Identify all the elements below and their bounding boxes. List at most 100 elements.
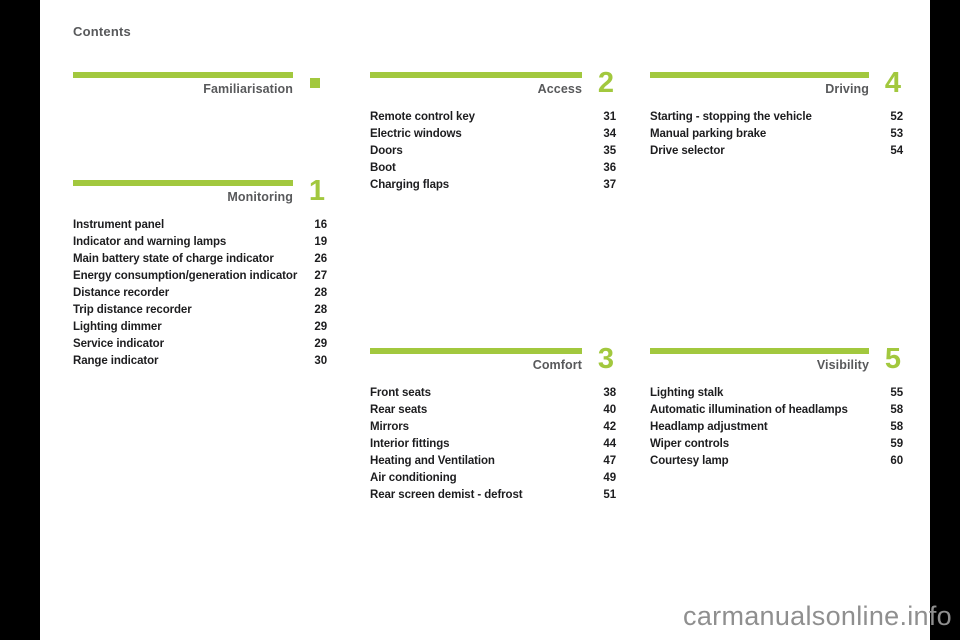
- toc-item: Wiper controls 59: [650, 436, 903, 453]
- toc-item-page: 60: [890, 455, 903, 467]
- section-driving: Driving 4 Starting - stopping the vehicl…: [650, 67, 903, 160]
- section-accent-bar: [650, 348, 869, 354]
- toc-item-label: Starting - stopping the vehicle: [650, 111, 812, 123]
- section-title: Driving: [825, 82, 869, 96]
- toc-item-page: 38: [603, 387, 616, 399]
- green-square-icon: [310, 78, 320, 88]
- chapter-number: 4: [884, 67, 901, 99]
- toc-item: Mirrors 42: [370, 419, 616, 436]
- section-title: Visibility: [816, 358, 869, 372]
- toc-item: Courtesy lamp 60: [650, 453, 903, 470]
- toc-item-label: Service indicator: [73, 338, 164, 350]
- section-accent-bar: [370, 348, 582, 354]
- toc-item-label: Drive selector: [650, 145, 725, 157]
- section-accent-bar: [73, 72, 293, 78]
- toc-item-page: 28: [314, 304, 327, 316]
- toc-item-page: 55: [890, 387, 903, 399]
- site-watermark: carmanualsonline.info: [683, 601, 952, 631]
- toc-item: Charging flaps 37: [370, 177, 616, 194]
- toc-item-label: Remote control key: [370, 111, 475, 123]
- toc-item-label: Lighting dimmer: [73, 321, 162, 333]
- toc-item: Electric windows 34: [370, 126, 616, 143]
- section-familiarisation: Familiarisation: [73, 72, 327, 96]
- section-header: Visibility 5: [650, 343, 903, 375]
- section-access: Access 2 Remote control key 31 Electric w…: [370, 67, 616, 194]
- toc-item-page: 37: [603, 179, 616, 191]
- toc-item-page: 47: [603, 455, 616, 467]
- toc-item: Interior fittings 44: [370, 436, 616, 453]
- toc-items: Front seats 38 Rear seats 40 Mirrors 42 Int…: [370, 385, 616, 504]
- toc-item: Doors 35: [370, 143, 616, 160]
- toc-item: Remote control key 31: [370, 109, 616, 126]
- chapter-number: 1: [308, 175, 325, 207]
- section-accent-bar: [370, 72, 582, 78]
- toc-item-page: 42: [603, 421, 616, 433]
- toc-item-page: 29: [314, 321, 327, 333]
- toc-item-page: 59: [890, 438, 903, 450]
- toc-item-page: 58: [890, 421, 903, 433]
- toc-item-label: Interior fittings: [370, 438, 450, 450]
- toc-item: Headlamp adjustment 58: [650, 419, 903, 436]
- section-header: Familiarisation: [73, 72, 327, 96]
- toc-item-page: 52: [890, 111, 903, 123]
- toc-item: Main battery state of charge indicator 26: [73, 251, 327, 268]
- section-accent-bar: [650, 72, 869, 78]
- toc-item: Boot 36: [370, 160, 616, 177]
- toc-item-label: Distance recorder: [73, 287, 170, 299]
- toc-item-label: Lighting stalk: [650, 387, 724, 399]
- toc-item: Energy consumption/generation indicator 2…: [73, 268, 327, 285]
- toc-item-label: Rear screen demist - defrost: [370, 489, 523, 501]
- toc-item-label: Energy consumption/generation indicator: [73, 270, 298, 282]
- toc-item-label: Indicator and warning lamps: [73, 236, 227, 248]
- toc-item: Automatic illumination of headlamps 58: [650, 402, 903, 419]
- chapter-number: 3: [597, 343, 614, 375]
- toc-item-label: Wiper controls: [650, 438, 730, 450]
- toc-item-label: Automatic illumination of headlamps: [650, 404, 848, 416]
- toc-items: Starting - stopping the vehicle 52 Manual…: [650, 109, 903, 160]
- toc-item-label: Front seats: [370, 387, 431, 399]
- toc-item-page: 44: [603, 438, 616, 450]
- chapter-number: 5: [884, 343, 901, 375]
- toc-items: Remote control key 31 Electric windows 34 …: [370, 109, 616, 194]
- toc-item-label: Heating and Ventilation: [370, 455, 495, 467]
- section-accent-bar: [73, 180, 293, 186]
- toc-item: Lighting dimmer 29: [73, 319, 327, 336]
- toc-item: Heating and Ventilation 47: [370, 453, 616, 470]
- toc-item-page: 16: [314, 219, 327, 231]
- toc-item: Trip distance recorder 28: [73, 302, 327, 319]
- page-title: Contents: [73, 24, 131, 39]
- chapter-marker: [293, 71, 327, 88]
- toc-item: Air conditioning 49: [370, 470, 616, 487]
- left-edge-bar: [0, 0, 40, 640]
- section-title: Monitoring: [227, 190, 293, 204]
- section-header: Access 2: [370, 67, 616, 99]
- toc-item-label: Instrument panel: [73, 219, 165, 231]
- toc-item: Rear screen demist - defrost 51: [370, 487, 616, 504]
- toc-item-page: 34: [603, 128, 616, 140]
- toc-item: Service indicator 29: [73, 336, 327, 353]
- toc-item-label: Electric windows: [370, 128, 462, 140]
- toc-item: Starting - stopping the vehicle 52: [650, 109, 903, 126]
- section-header: Driving 4: [650, 67, 903, 99]
- toc-item-page: 58: [890, 404, 903, 416]
- toc-item: Lighting stalk 55: [650, 385, 903, 402]
- toc-item-page: 30: [314, 355, 327, 367]
- chapter-number: 2: [597, 67, 614, 99]
- toc-item-page: 40: [603, 404, 616, 416]
- toc-item-label: Range indicator: [73, 355, 159, 367]
- toc-item-label: Rear seats: [370, 404, 428, 416]
- toc-item-label: Doors: [370, 145, 403, 157]
- toc-item: Range indicator 30: [73, 353, 327, 370]
- toc-item: Indicator and warning lamps 19: [73, 234, 327, 251]
- toc-item-label: Boot: [370, 162, 396, 174]
- toc-item: Rear seats 40: [370, 402, 616, 419]
- section-title: Comfort: [532, 358, 582, 372]
- toc-item: Distance recorder 28: [73, 285, 327, 302]
- toc-item-label: Manual parking brake: [650, 128, 767, 140]
- toc-item-page: 28: [314, 287, 327, 299]
- section-comfort: Comfort 3 Front seats 38 Rear seats 40 Mir…: [370, 343, 616, 504]
- section-visibility: Visibility 5 Lighting stalk 55 Automatic …: [650, 343, 903, 470]
- toc-item-page: 26: [314, 253, 327, 265]
- toc-item-page: 51: [603, 489, 616, 501]
- toc-item-page: 19: [314, 236, 327, 248]
